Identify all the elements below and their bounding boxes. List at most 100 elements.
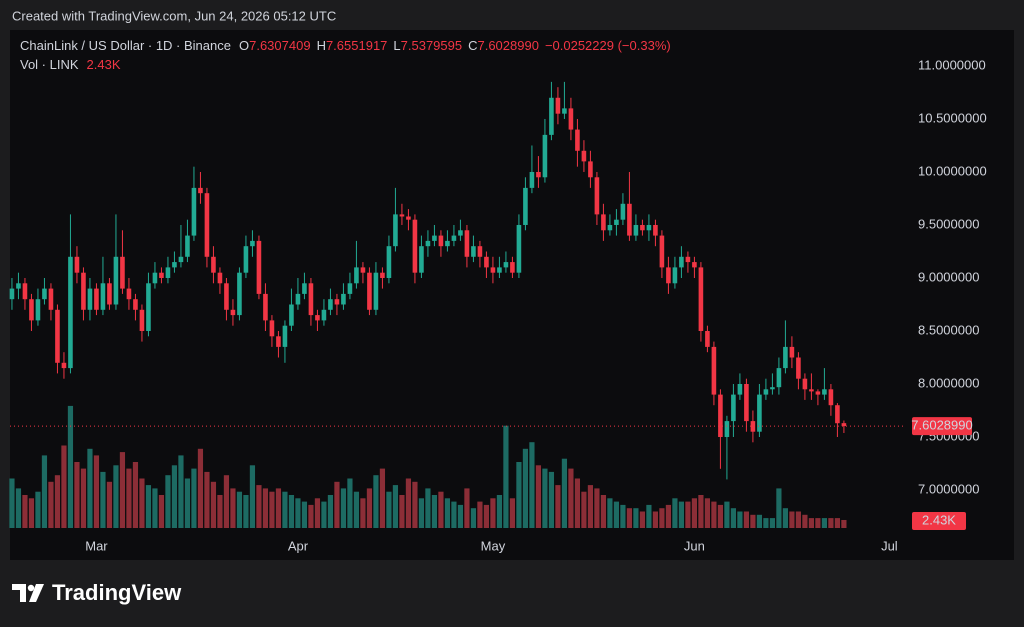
- volume-bar: [282, 491, 288, 528]
- volume-bar: [470, 508, 477, 528]
- candle-body: [347, 283, 353, 294]
- volume-bar: [444, 498, 451, 528]
- candle-body: [412, 219, 418, 273]
- volume-bar: [236, 491, 243, 528]
- candle-body: [490, 267, 496, 273]
- volume-bar: [379, 468, 386, 528]
- volume-bar: [132, 462, 139, 528]
- volume-bar: [113, 465, 119, 528]
- volume-bar: [750, 514, 756, 528]
- volume-bar: [223, 475, 230, 528]
- volume-bar: [678, 501, 685, 528]
- y-tick-label: 7.0000000: [918, 481, 979, 496]
- header: Created with TradingView.com, Jun 24, 20…: [12, 8, 336, 23]
- volume-bar: [516, 462, 522, 528]
- candle-body: [484, 256, 489, 268]
- volume-bar: [639, 511, 646, 528]
- legend-value: 7.6551917: [326, 38, 387, 53]
- candle-body: [828, 389, 834, 406]
- volume-bar: [756, 514, 763, 528]
- legend-value: 7.6307409: [249, 38, 310, 53]
- candle-body: [731, 394, 736, 422]
- volume-bar: [15, 488, 22, 528]
- volume-bar: [717, 504, 724, 528]
- x-tick-label: Jul: [881, 538, 898, 553]
- candle-body: [42, 288, 47, 300]
- candle-body: [354, 267, 359, 284]
- candle-body: [555, 97, 561, 114]
- candle-body: [230, 309, 236, 316]
- y-tick-label: 8.5000000: [918, 322, 979, 337]
- candle-body: [321, 309, 327, 321]
- volume-bar: [204, 471, 210, 528]
- x-tick-label: Apr: [288, 538, 309, 553]
- logo-icon: [12, 584, 44, 602]
- volume-bar: [802, 514, 808, 528]
- candle-body: [373, 272, 379, 310]
- volume-bar: [503, 425, 509, 528]
- volume-bar: [67, 405, 74, 528]
- x-tick-label: Jun: [684, 538, 705, 553]
- candle-body: [386, 246, 392, 278]
- volume-bar: [80, 468, 87, 528]
- y-tick-label: 10.0000000: [918, 163, 987, 178]
- volume-bar: [535, 465, 542, 528]
- candle-body: [224, 283, 229, 310]
- candle-body: [81, 272, 86, 310]
- candle-body: [159, 272, 164, 278]
- candle-body: [360, 267, 366, 273]
- candle-body: [809, 389, 814, 392]
- volume-bar: [48, 481, 54, 528]
- candle-body: [341, 293, 346, 305]
- volume-bar: [119, 452, 126, 528]
- volume-bar: [620, 504, 626, 528]
- volume-bar: [828, 518, 834, 528]
- candle-body: [165, 267, 171, 278]
- candle-body: [659, 235, 665, 268]
- candle-body: [744, 383, 749, 422]
- legend-value: 7.6028990: [477, 38, 538, 53]
- volume-bar: [490, 498, 496, 528]
- candle-body: [685, 256, 691, 263]
- candle-body: [87, 288, 93, 310]
- volume-bar: [100, 471, 106, 528]
- volume-bar: [724, 501, 730, 528]
- candle-body: [438, 235, 444, 247]
- candle-body: [55, 309, 60, 363]
- volume-bar: [360, 498, 366, 528]
- volume-name: Vol · LINK: [20, 57, 79, 72]
- candle-body: [770, 387, 775, 390]
- candle-body: [61, 362, 67, 369]
- volume-bar: [782, 508, 789, 528]
- volume-bar: [106, 481, 113, 528]
- candle-body: [692, 262, 697, 268]
- candle-body: [29, 299, 34, 321]
- candle-body: [640, 224, 645, 231]
- volume-bar: [327, 495, 334, 528]
- y-tick-label: 9.0000000: [918, 269, 979, 284]
- volume-bar: [665, 504, 672, 528]
- candle-body: [367, 272, 372, 310]
- candle-body: [263, 293, 268, 321]
- candle-body: [406, 216, 411, 220]
- legend-key: C: [468, 38, 477, 53]
- volume-bar: [145, 485, 152, 528]
- volume-bar: [457, 504, 464, 528]
- candle-body: [620, 203, 626, 220]
- volume-bar: [477, 501, 483, 528]
- volume-bar: [815, 518, 821, 528]
- candle-body: [542, 134, 548, 178]
- candle-body: [22, 283, 28, 300]
- volume-bar: [451, 501, 457, 528]
- volume-bar: [691, 498, 698, 528]
- candle-body: [139, 309, 145, 331]
- volume-bar: [594, 488, 600, 528]
- volume-bar: [542, 468, 548, 528]
- candle-body: [562, 108, 567, 114]
- volume-bar: [568, 468, 574, 528]
- candle-body: [100, 283, 106, 310]
- volume-bar: [626, 508, 633, 528]
- candle-body: [425, 240, 431, 247]
- candle-body: [35, 299, 41, 321]
